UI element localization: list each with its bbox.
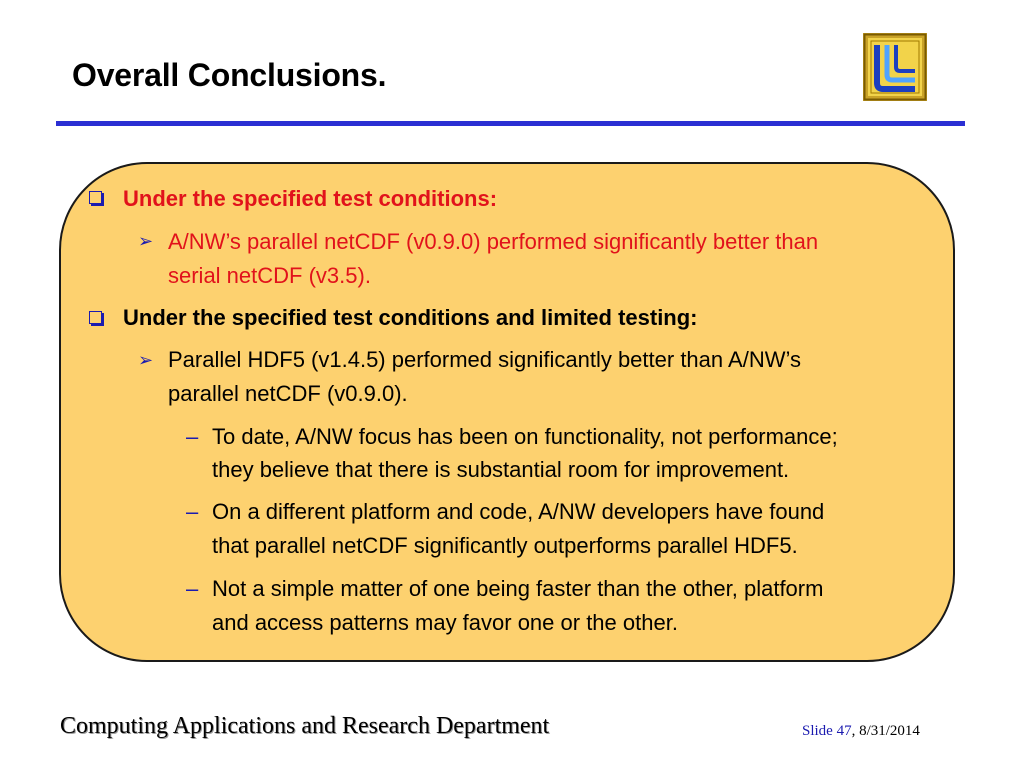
dash-2-line-2: that parallel netCDF significantly outpe…: [212, 533, 798, 558]
llnl-logo-icon: [863, 33, 927, 101]
dash-1-line-2: they believe that there is substantial r…: [212, 457, 790, 482]
bullet-1-sub-1-line-1: A/NW’s parallel netCDF (v0.9.0) performe…: [168, 229, 819, 254]
bullet-2-sub-1-line-1: Parallel HDF5 (v1.4.5) performed signifi…: [168, 347, 801, 372]
footer-slide-info: Slide 47, 8/31/2014: [802, 723, 920, 740]
slide-date: , 8/31/2014: [851, 723, 920, 739]
arrow-bullet-icon: ➢: [138, 350, 154, 370]
arrow-bullet-icon: ➢: [138, 231, 154, 251]
bullet-1-text: Under the specified test conditions:: [123, 186, 498, 211]
dash-1-line-1: To date, A/NW focus has been on function…: [212, 424, 838, 449]
slide-number: Slide 47: [802, 723, 852, 739]
dash-3-line-1: Not a simple matter of one being faster …: [212, 576, 824, 601]
bullet-2-text: Under the specified test conditions and …: [123, 305, 698, 330]
square-bullet-icon: [89, 311, 102, 324]
square-bullet-icon: [89, 191, 102, 204]
title-divider: [56, 121, 965, 126]
footer-department: Computing Applications and Research Depa…: [60, 713, 550, 739]
dash-bullet-icon: –: [186, 499, 199, 524]
dash-bullet-icon: –: [186, 576, 199, 601]
dash-bullet-icon: –: [186, 424, 199, 449]
dash-2-line-1: On a different platform and code, A/NW d…: [212, 499, 825, 524]
bullet-2-sub-1-line-2: parallel netCDF (v0.9.0).: [168, 381, 408, 406]
bullet-1-sub-1-line-2: serial netCDF (v3.5).: [168, 263, 371, 288]
slide-title: Overall Conclusions.: [72, 57, 387, 93]
dash-3-line-2: and access patterns may favor one or the…: [212, 610, 678, 635]
content-box: [59, 162, 955, 662]
